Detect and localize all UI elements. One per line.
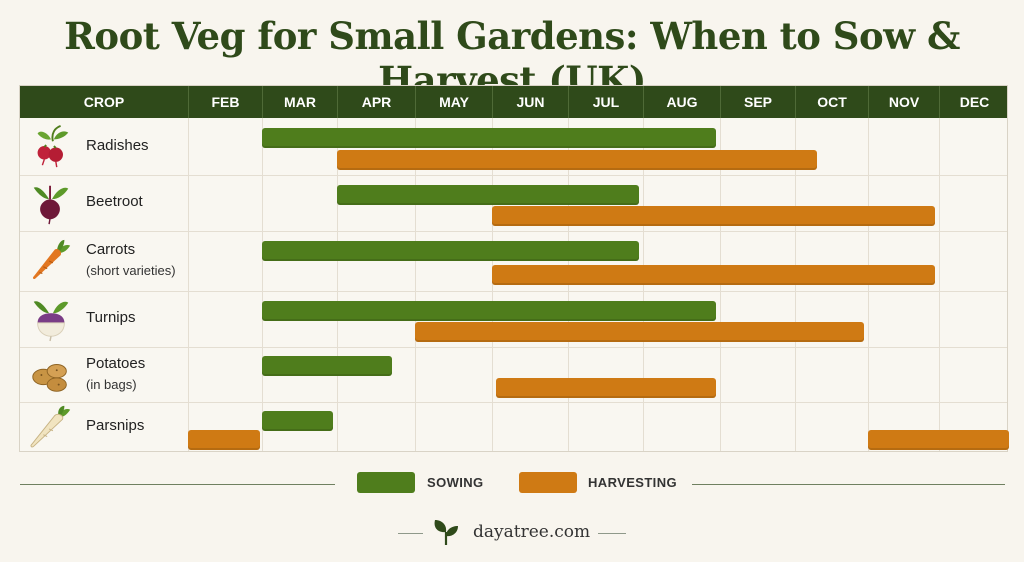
beetroot-icon	[33, 185, 69, 225]
grid-vline	[337, 118, 338, 451]
turnip-icon	[33, 301, 69, 342]
radish-icon	[37, 124, 69, 167]
header-month-oct: OCT	[795, 86, 868, 118]
harvest-bar-parsnips-0	[188, 430, 260, 450]
grid-hline	[20, 347, 1007, 348]
chart-title: Root Veg for Small Gardens: When to Sow …	[64, 14, 960, 102]
grid-vline	[188, 118, 189, 451]
crop-name-carrots: Carrots	[86, 241, 136, 258]
header-month-aug: AUG	[643, 86, 720, 118]
harvest-bar-radishes	[337, 149, 817, 170]
legend-divider-right	[692, 484, 1005, 485]
parsnip-icon	[30, 405, 71, 448]
header-month-jul: JUL	[568, 86, 643, 118]
crop-name-turnips: Turnips	[86, 309, 136, 326]
header-month-jun: JUN	[492, 86, 568, 118]
header-month-sep: SEP	[720, 86, 795, 118]
harvest-bar-potatoes	[495, 377, 717, 398]
sowing-bar-radishes	[262, 127, 717, 148]
header-month-feb: FEB	[188, 86, 262, 118]
header-crop: CROP	[83, 94, 125, 110]
carrot-icon	[32, 239, 71, 280]
grid-vline	[415, 118, 416, 451]
grid-vline	[262, 118, 263, 451]
crop-name-radishes: Radishes	[86, 136, 149, 154]
crop-subtitle-carrots: (short varieties)	[86, 263, 176, 278]
crop-name-beetroot: Beetroot	[86, 193, 143, 210]
legend-divider-left	[20, 484, 335, 485]
header-month-apr: APR	[337, 86, 415, 118]
harvest-bar-parsnips-1	[868, 430, 1009, 450]
footer-divider-right	[598, 533, 626, 534]
harvest-bar-beetroot	[492, 206, 936, 227]
sowing-bar-beetroot	[337, 184, 640, 205]
grid-hline	[20, 291, 1007, 292]
header-row: CROP FEB MAR APR MAY JUN JUL AUG SEP OCT NOV DEC	[20, 86, 1007, 118]
footer-divider-left	[398, 533, 423, 534]
gantt-chart: CROP FEB MAR APR MAY JUN JUL AUG SEP OCT NOV DEC Ra…	[19, 85, 1009, 452]
grid-vline	[939, 118, 940, 451]
grid-hline	[20, 402, 1007, 403]
header-month-dec: DEC	[939, 86, 1009, 118]
crop-subtitle-potatoes: (in bags)	[86, 376, 137, 392]
sowing-bar-turnips	[262, 300, 717, 321]
header-month-may: MAY	[415, 86, 492, 118]
sowing-bar-carrots	[262, 241, 640, 262]
grid-hline	[20, 175, 1007, 176]
legend-swatch-harvesting	[519, 472, 577, 493]
legend-label-harvesting: HARVESTING	[588, 475, 677, 490]
sowing-bar-parsnips	[262, 410, 334, 431]
harvest-bar-turnips	[415, 322, 865, 343]
leaf-logo-icon	[434, 520, 458, 545]
footer-site[interactable]: dayatree.com	[473, 522, 591, 542]
grid-hline	[20, 231, 1007, 232]
sowing-bar-potatoes	[262, 356, 392, 377]
harvest-bar-carrots	[492, 264, 936, 285]
header-month-mar: MAR	[262, 86, 337, 118]
crop-name-potatoes: Potatoes	[86, 354, 146, 372]
legend-label-sowing: SOWING	[427, 475, 484, 490]
potato-icon	[32, 363, 67, 392]
crop-name-parsnips: Parsnips	[86, 417, 145, 434]
header-month-nov: NOV	[868, 86, 939, 118]
legend-swatch-sowing	[357, 472, 415, 493]
